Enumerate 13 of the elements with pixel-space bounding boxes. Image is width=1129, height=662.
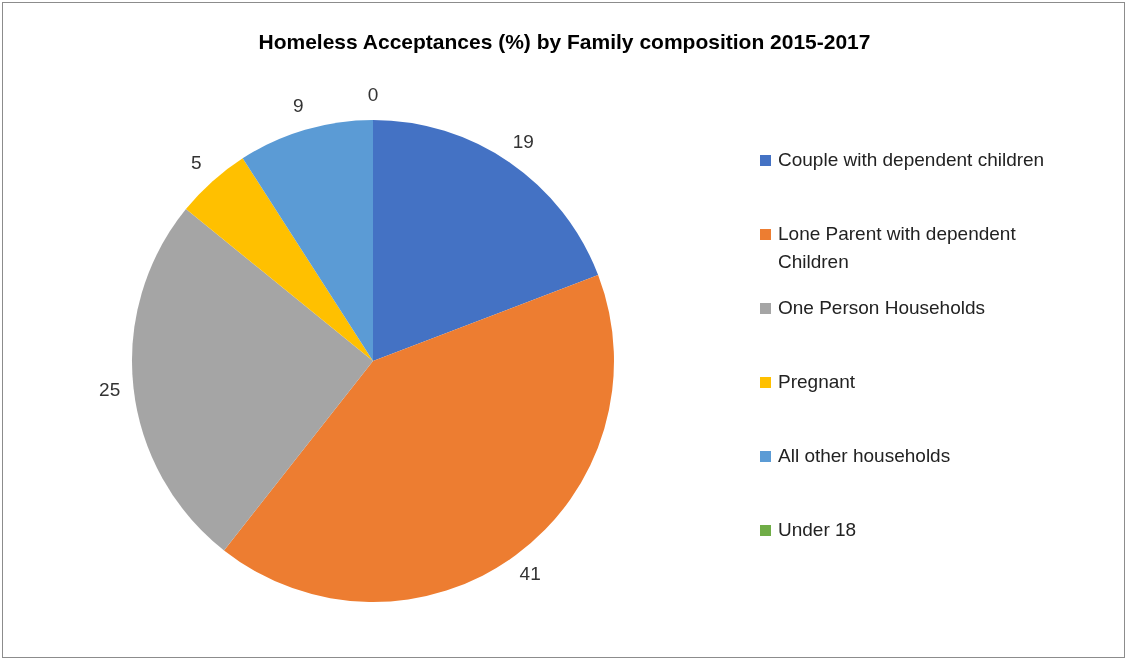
legend-label: One Person Households	[778, 297, 986, 318]
chart-title: Homeless Acceptances (%) by Family composition 2015-2017	[257, 30, 872, 54]
text: 0	[367, 84, 379, 106]
data-label: 41	[519, 562, 541, 584]
data-label: 25	[99, 378, 121, 400]
legend-label: Under 18	[778, 519, 857, 540]
data-label: 5	[191, 151, 202, 173]
legend-label: Couple with dependent children	[778, 149, 1045, 170]
legend-label: Pregnant	[778, 371, 856, 392]
legend-label: All other households	[778, 445, 951, 466]
legend-label: Lone Parent with dependent Children	[778, 223, 1016, 272]
data-label: 19	[512, 130, 534, 152]
data-label: 9	[293, 94, 304, 116]
